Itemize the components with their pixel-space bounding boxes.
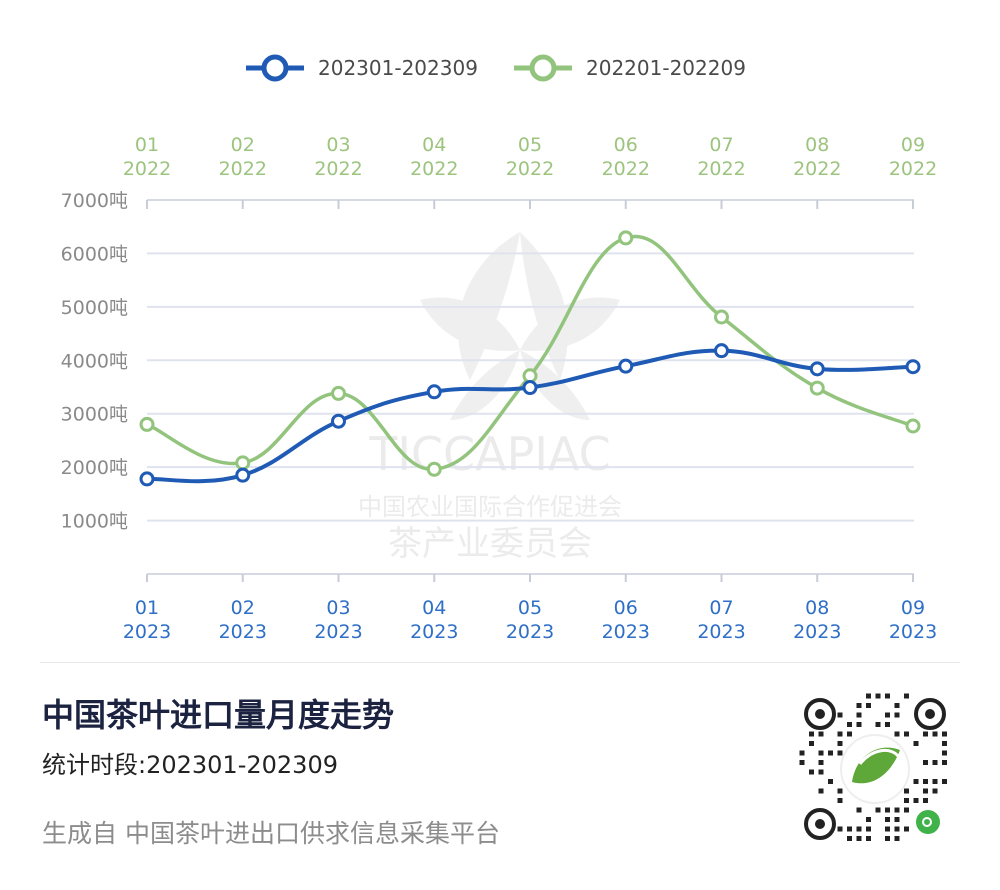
data-point[interactable] [235, 455, 251, 471]
x-bottom-tick-year: 2023 [697, 621, 745, 643]
x-bottom-tick-month: 09 [901, 597, 925, 619]
data-point[interactable] [809, 361, 825, 377]
qr-code-icon[interactable] [790, 684, 960, 854]
data-point[interactable] [618, 230, 634, 246]
legend-label-2022: 202201-202209 [586, 56, 746, 80]
y-tick-label: 2000吨 [61, 457, 128, 479]
x-bottom-tick-month: 07 [709, 597, 733, 619]
legend-item-2022: 202201-202209 [514, 54, 746, 82]
data-point[interactable] [905, 359, 921, 375]
data-point[interactable] [905, 418, 921, 434]
x-bottom-tick-month: 03 [326, 597, 350, 619]
x-bottom-tick-month: 06 [614, 597, 638, 619]
source-note: 生成自 中国茶叶进出口供求信息采集平台 [42, 819, 500, 848]
x-top-tick-year: 2022 [314, 158, 362, 180]
data-point[interactable] [139, 471, 155, 487]
x-bottom-tick-year: 2023 [123, 621, 171, 643]
data-point[interactable] [522, 368, 538, 384]
data-point[interactable] [714, 309, 729, 325]
y-tick-label: 4000吨 [61, 350, 128, 372]
series [139, 230, 921, 487]
x-top-tick-year: 2022 [410, 158, 458, 180]
x-top-tick-year: 2022 [219, 158, 267, 180]
x-bottom-tick-year: 2023 [889, 621, 937, 643]
y-tick-label: 5000吨 [61, 297, 128, 319]
x-top-tick-year: 2022 [793, 158, 841, 180]
x-top-tick-year: 2022 [697, 158, 745, 180]
legend: 202301-202309 202201-202209 [246, 54, 746, 82]
x-bottom-tick-year: 2023 [506, 621, 554, 643]
legend-item-2023: 202301-202309 [246, 54, 478, 82]
x-bottom-tick-year: 2023 [314, 621, 362, 643]
divider [40, 662, 960, 663]
stat-period: 统计时段:202301-202309 [42, 751, 338, 779]
data-point[interactable] [331, 413, 346, 429]
data-point[interactable] [809, 380, 825, 396]
x-bottom-tick-month: 05 [518, 597, 542, 619]
x-top-tick-month: 05 [518, 134, 542, 156]
data-point[interactable] [235, 467, 251, 483]
watermark-org-cn: 中国农业国际合作促进会 [358, 493, 622, 521]
x-top-tick-year: 2022 [602, 158, 650, 180]
x-bottom-tick-year: 2023 [602, 621, 650, 643]
x-bottom-tick-month: 04 [422, 597, 446, 619]
y-tick-label: 7000吨 [61, 190, 128, 212]
x-bottom-tick-year: 2023 [410, 621, 458, 643]
x-top-tick-month: 02 [231, 134, 255, 156]
x-top-tick-month: 08 [805, 134, 829, 156]
data-point[interactable] [331, 385, 346, 401]
x-top-tick-month: 04 [422, 134, 446, 156]
y-tick-label: 6000吨 [61, 243, 128, 265]
page-title: 中国茶叶进口量月度走势 [42, 696, 395, 734]
x-bottom-tick-month: 08 [805, 597, 829, 619]
data-point[interactable] [618, 358, 634, 374]
data-point[interactable] [139, 416, 155, 432]
y-tick-label: 3000吨 [61, 404, 128, 426]
x-top-tick-year: 2022 [506, 158, 554, 180]
y-tick-label: 1000吨 [61, 511, 128, 533]
x-top-tick-month: 03 [326, 134, 350, 156]
x-bottom-tick-year: 2023 [219, 621, 267, 643]
chart: TICCAPIAC 中国农业国际合作促进会 茶产业委员会 202301-2023… [61, 54, 938, 643]
data-point[interactable] [714, 343, 729, 359]
axes: 1000吨2000吨3000吨4000吨5000吨6000吨7000吨01202… [61, 134, 938, 643]
x-bottom-tick-month: 02 [231, 597, 255, 619]
watermark-org-cn2: 茶产业委员会 [388, 524, 592, 564]
legend-label-2023: 202301-202309 [318, 56, 478, 80]
x-bottom-tick-month: 01 [135, 597, 159, 619]
x-top-tick-year: 2022 [123, 158, 171, 180]
x-top-tick-year: 2022 [889, 158, 937, 180]
data-point[interactable] [426, 384, 442, 400]
x-bottom-tick-year: 2023 [793, 621, 841, 643]
x-top-tick-month: 09 [901, 134, 925, 156]
x-top-tick-month: 01 [135, 134, 159, 156]
x-top-tick-month: 06 [614, 134, 638, 156]
data-point[interactable] [522, 380, 538, 396]
data-point[interactable] [426, 461, 442, 477]
x-top-tick-month: 07 [709, 134, 733, 156]
watermark-org-en: TICCAPIAC [368, 427, 610, 481]
